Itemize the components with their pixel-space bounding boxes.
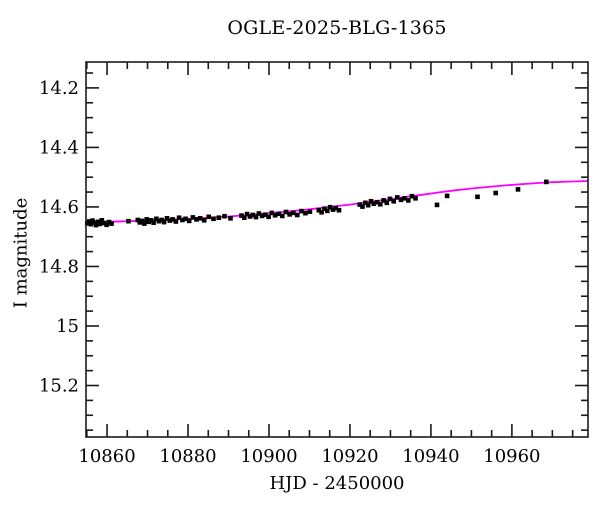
data-points	[84, 179, 549, 228]
svg-text:10960: 10960	[483, 446, 540, 467]
tick-marks	[86, 62, 588, 437]
svg-text:10880: 10880	[159, 446, 216, 467]
svg-text:10920: 10920	[321, 446, 378, 467]
x-axis-label: HJD - 2450000	[269, 473, 405, 494]
svg-text:14.8: 14.8	[39, 256, 79, 277]
svg-text:14.2: 14.2	[39, 78, 79, 99]
chart-title: OGLE-2025-BLG-1365	[227, 17, 447, 39]
model-curve	[85, 180, 589, 224]
svg-text:14.6: 14.6	[39, 197, 79, 218]
svg-text:15.2: 15.2	[39, 376, 79, 397]
plot-frame	[85, 61, 589, 438]
svg-text:10940: 10940	[402, 446, 459, 467]
svg-text:10860: 10860	[78, 446, 135, 467]
svg-text:14.4: 14.4	[39, 137, 79, 158]
svg-text:10900: 10900	[240, 446, 297, 467]
tick-labels: 10860 10880 10900 10920 10940 10960 14.2 14.4 14…	[39, 78, 541, 467]
svg-text:15: 15	[56, 316, 79, 337]
